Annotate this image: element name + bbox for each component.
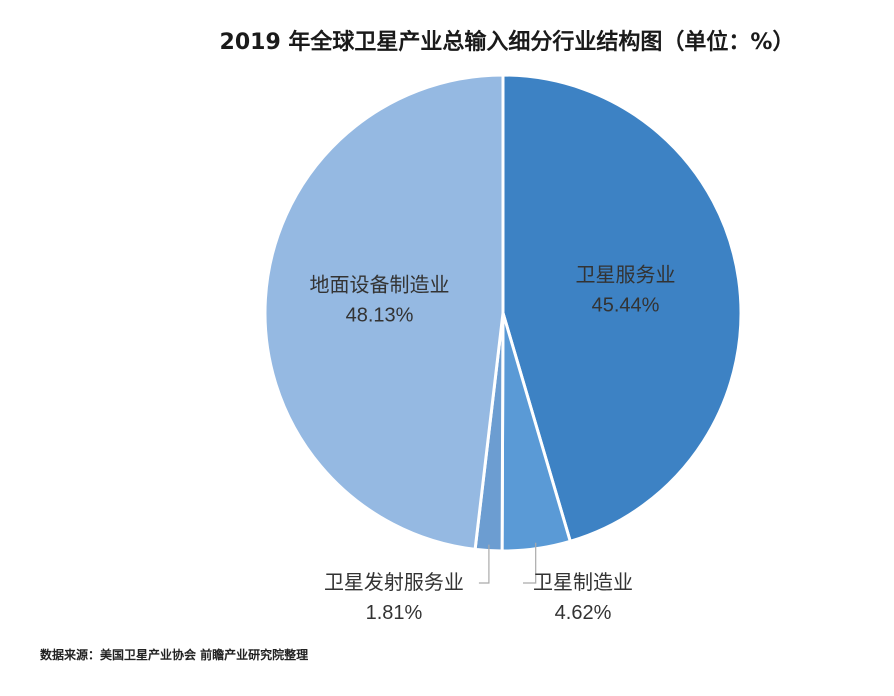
leader-line-1 [523,542,537,584]
slice-labels: 卫星服务业 45.44% 地面设备制造业 48.13% 卫星制造业 4.62% 卫星发射服务… [310,263,676,624]
slice-name-label: 卫星制造业 [533,571,633,594]
pie-slice-1 [501,73,743,543]
pie-slices [263,73,743,553]
data-source-note: 数据来源：美国卫星产业协会 前瞻产业研究院整理 [40,648,309,662]
slice-name-label: 地面设备制造业 [310,274,450,297]
slice-value-label: 45.44% [592,294,660,316]
slice-value-label: 1.81% [366,602,423,624]
pie-slice-4 [263,73,505,551]
chart-title: 2019 年全球卫星产业总输入细分行业结构图（单位：%） [219,30,795,55]
slice-name-label: 卫星发射服务业 [324,571,464,594]
leader-lines [478,542,537,584]
slice-name-label: 卫星服务业 [576,263,676,286]
slice-value-label: 48.13% [346,305,414,327]
slice-value-label: 4.62% [555,602,612,624]
leader-line-2 [478,544,490,584]
